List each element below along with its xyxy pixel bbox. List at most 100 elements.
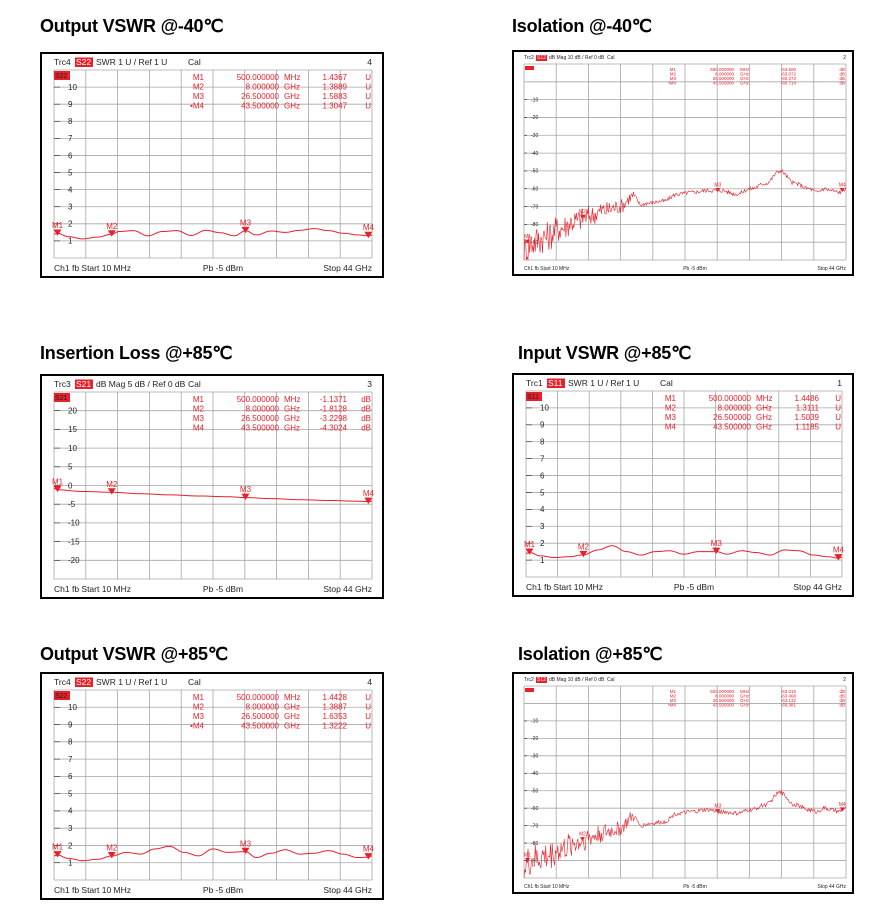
chart-svg: Trc4 S22 SWR 1 U / Ref 1 U Cal 4 S22 1 2 3 4 5 6 7 8 9… bbox=[52, 677, 375, 895]
chart-svg: Trc4 S22 SWR 1 U / Ref 1 U Cal 4 S22 1 2 3 4 5 6 7 8 9… bbox=[52, 57, 375, 273]
marker-triangle bbox=[53, 485, 62, 493]
marker-label: M2 bbox=[106, 844, 118, 853]
panel-title: Output VSWR @+85℃ bbox=[40, 644, 228, 664]
param-badge bbox=[536, 677, 547, 683]
y-tick-label: -30 bbox=[531, 754, 538, 760]
marker-table-value-unit: dB bbox=[839, 698, 845, 703]
marker-triangle bbox=[834, 554, 843, 561]
trace-line bbox=[523, 790, 847, 879]
marker-label: M4 bbox=[839, 183, 846, 189]
panel-insertion-loss-p85: Insertion Loss @+85℃ Trc3 S21 dB Mag 5 dB … bbox=[40, 343, 384, 599]
grid bbox=[523, 685, 847, 879]
marker-triangle bbox=[525, 239, 531, 244]
chart-svg: Trc3 S21 dB Mag 5 dB / Ref 0 dB Cal 3S212015… bbox=[52, 379, 375, 594]
marker-table-label: M1 bbox=[670, 67, 677, 72]
marker-table-label: M1 bbox=[193, 73, 205, 82]
marker-table-label: M3 bbox=[665, 413, 677, 422]
y-tick-label: 3 bbox=[540, 522, 545, 531]
marker-triangle bbox=[839, 188, 845, 193]
footer-power: Pb -5 dBm bbox=[203, 885, 243, 895]
cal-label: Cal bbox=[660, 378, 673, 388]
marker-table-value: -3.2298 bbox=[320, 414, 348, 423]
marker-triangle bbox=[53, 851, 62, 858]
chart-svg: Trc1 S11 SWR 1 U / Ref 1 U Cal 1 S11 1 2 3 4 5 6 7 8 9… bbox=[524, 378, 845, 592]
marker-table-unit: GHz bbox=[740, 81, 750, 86]
y-tick-label: 3 bbox=[68, 203, 73, 212]
chart-svg: Trc2 S12 dB Mag 10 dB / Ref 0 dB Cal 2 -10 -20… bbox=[523, 677, 847, 890]
marker-table-value: -4.3024 bbox=[320, 424, 348, 433]
footer-power: Pb -5 dBm bbox=[674, 582, 714, 592]
marker-triangle bbox=[525, 858, 531, 863]
grid bbox=[523, 63, 847, 261]
cal-label: Cal bbox=[188, 677, 201, 687]
marker-table-unit: MHz bbox=[284, 73, 300, 82]
trace-label: Trc4 bbox=[54, 57, 71, 67]
marker-table-value: 1.3222 bbox=[323, 722, 348, 731]
marker-triangle bbox=[364, 853, 373, 860]
marker-table-value: 1.6353 bbox=[323, 712, 348, 721]
marker-table-freq: 500.000000 bbox=[237, 395, 280, 404]
y-tick-label: -10 bbox=[531, 719, 538, 725]
chart-frame: Trc4 S22 SWR 1 U / Ref 1 U Cal 4 S22 1 2 3 4 5 6 7 8 9… bbox=[40, 672, 384, 900]
param-label: S22 bbox=[76, 677, 91, 687]
marker-table-label: M4 bbox=[193, 424, 205, 433]
marker-table-value-unit: U bbox=[365, 693, 371, 702]
marker-table-freq: 500.000000 bbox=[237, 73, 280, 82]
marker-triangle bbox=[579, 214, 585, 219]
panel-isolation-p85: Isolation @+85℃ Trc2 S12 dB Mag 10 dB / Re… bbox=[512, 644, 854, 894]
chart-svg: Trc2 S12 dB Mag 10 dB / Ref 0 dB Cal 2 -10 -20… bbox=[523, 55, 847, 272]
trace-badge-label: S22 bbox=[55, 73, 68, 80]
y-tick-label: 0 bbox=[68, 481, 73, 490]
marker-table-value-unit: dB bbox=[361, 405, 371, 414]
y-tick-label: 1 bbox=[68, 237, 73, 246]
cal-label: Cal bbox=[188, 379, 201, 389]
marker-table-value-unit: dB bbox=[839, 694, 845, 699]
param-badge bbox=[75, 677, 93, 687]
marker-table-freq: 500.000000 bbox=[237, 693, 280, 702]
param-badge bbox=[75, 379, 93, 389]
marker-table-label: M2 bbox=[193, 405, 205, 414]
marker-label: M3 bbox=[714, 804, 721, 810]
marker-table-unit: GHz bbox=[284, 102, 300, 111]
y-tick-label: 15 bbox=[68, 425, 77, 434]
y-tick-label: 8 bbox=[68, 738, 73, 747]
cal-label: Cal bbox=[188, 57, 201, 67]
y-tick-label: 5 bbox=[68, 463, 73, 472]
footer-start: Ch1 fb Start 10 MHz bbox=[526, 582, 603, 592]
y-tick-label: 9 bbox=[68, 100, 73, 109]
panel-title: Isolation @-40℃ bbox=[512, 16, 652, 36]
marker-table-value-unit: dB bbox=[839, 67, 845, 72]
marker-table-value: -1.1371 bbox=[320, 395, 348, 404]
marker-table-freq: 43.500000 bbox=[713, 703, 735, 708]
y-tick-label: -30 bbox=[531, 133, 538, 139]
y-tick-label: 10 bbox=[68, 83, 77, 92]
marker-table-value: 1.3887 bbox=[323, 703, 348, 712]
y-tick-label: 8 bbox=[540, 438, 545, 447]
y-tick-label: -70 bbox=[531, 823, 538, 829]
marker-label: M4 bbox=[833, 546, 845, 555]
marker-table-unit: MHz bbox=[284, 395, 300, 404]
y-tick-label: 1 bbox=[540, 556, 545, 565]
trace-line bbox=[53, 487, 373, 503]
y-tick-label: -60 bbox=[531, 806, 538, 812]
marker-table-label: M2 bbox=[670, 694, 677, 699]
marker-table-unit: GHz bbox=[284, 83, 300, 92]
marker-triangle bbox=[241, 493, 250, 500]
y-tick-label: -40 bbox=[531, 771, 538, 777]
marker-label: M3 bbox=[240, 218, 252, 227]
y-tick-label: -70 bbox=[531, 204, 538, 210]
marker-table-unit: GHz bbox=[740, 694, 750, 699]
marker-table-value: -63.072 bbox=[781, 72, 797, 77]
trace-line bbox=[523, 169, 847, 261]
marker-table-value: -63.132 bbox=[781, 698, 797, 703]
marker-triangle bbox=[364, 231, 373, 239]
trace-line bbox=[53, 228, 373, 240]
trace-badge bbox=[525, 688, 534, 692]
footer-power: Pb -5 dBm bbox=[203, 263, 243, 273]
channel-number: 1 bbox=[837, 378, 842, 388]
chart-frame: Trc1 S11 SWR 1 U / Ref 1 U Cal 1 S11 1 2 3 4 5 6 7 8 9… bbox=[512, 373, 854, 597]
marker-table-value-unit: U bbox=[835, 413, 841, 422]
y-tick-label: 2 bbox=[68, 220, 73, 229]
marker-label: M4 bbox=[363, 845, 375, 854]
trace-label: Trc3 bbox=[54, 379, 71, 389]
